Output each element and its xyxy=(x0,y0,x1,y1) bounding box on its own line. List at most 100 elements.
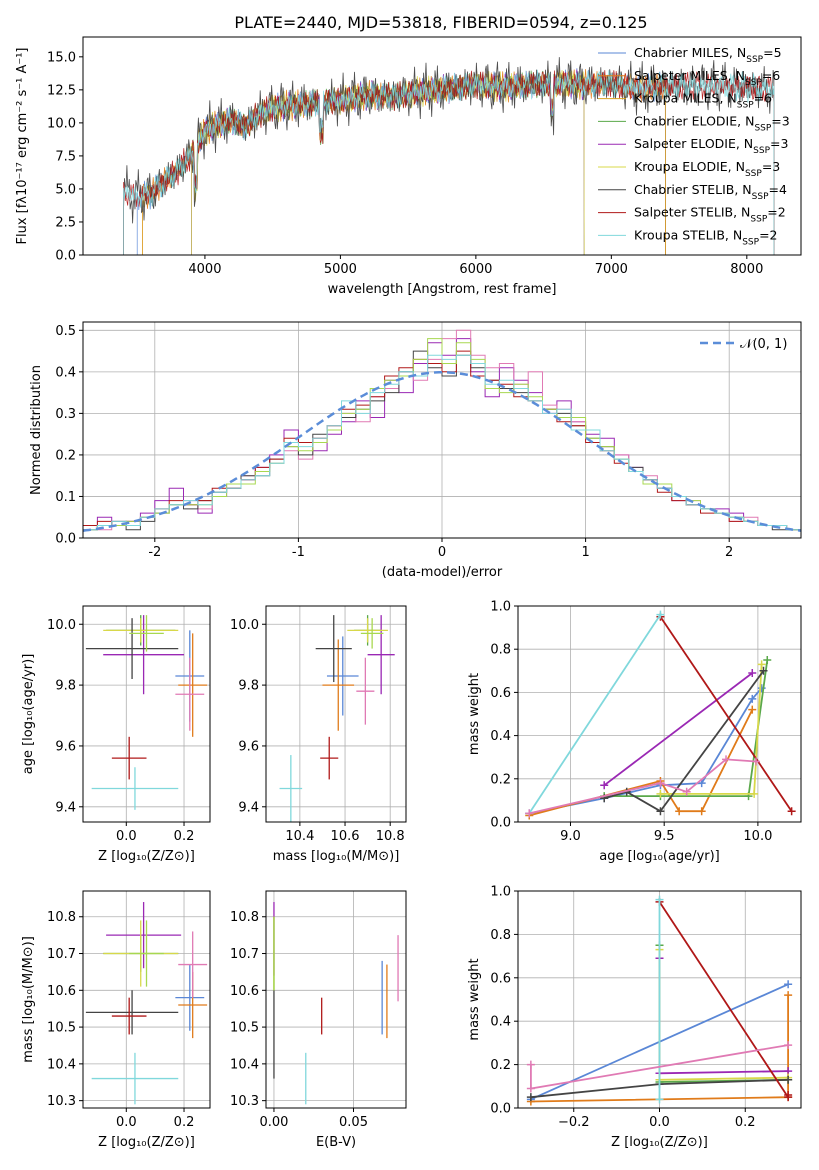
weight-point-marker xyxy=(526,1093,535,1102)
legend-entry: Chabrier STELIB, NSSP=4 xyxy=(634,182,787,202)
legend-subscript: SSP xyxy=(750,215,767,225)
legend-suffix: =6 xyxy=(754,91,772,106)
x-axis-label: (data-model)/error xyxy=(382,565,503,580)
x-tick-label: 1 xyxy=(581,545,589,560)
weight-point-marker xyxy=(656,779,665,788)
weight-point-marker xyxy=(600,781,609,790)
x-axis-label: mass [log₁₀(M/M⊙)] xyxy=(273,849,400,864)
y-tick-label: 1.0 xyxy=(490,600,511,615)
weight-point-marker xyxy=(784,1075,793,1084)
y-tick-label: 0.2 xyxy=(490,1058,511,1073)
y-tick-label: 10.8 xyxy=(47,910,76,925)
weight-series-line xyxy=(528,614,662,814)
y-tick-label: 10.5 xyxy=(47,1021,76,1036)
y-tick-label: 0.8 xyxy=(490,928,511,943)
y-tick-label: 10.4 xyxy=(230,1057,259,1072)
y-tick-label: 5.0 xyxy=(55,182,76,197)
weight-point-marker xyxy=(655,895,664,904)
mass_vs_Z-decor: 0.0 0.2 10.3 10.4 10.5 10.6 10.7 10.8 Z [log₁₀(Z… xyxy=(21,890,211,1150)
legend-subscript: SSP xyxy=(737,101,754,111)
y-tick-label: 10.7 xyxy=(230,947,259,962)
histogram-step xyxy=(83,354,801,538)
weight-point-marker xyxy=(787,807,796,816)
y-axis-label: age [log₁₀(age/yr)] xyxy=(21,654,36,775)
weight-point-marker xyxy=(655,1095,664,1104)
weight-point-marker xyxy=(757,660,766,669)
x-tick-label: 4000 xyxy=(188,262,221,277)
weight-point-marker xyxy=(752,757,761,766)
y-tick-label: 10.0 xyxy=(47,116,76,131)
weight_vs_age-decor: 9.0 9.5 10.0 0.0 0.2 0.4 0.6 0.8 1.0 age [log₁₀(a… xyxy=(467,600,802,864)
weight-series-line xyxy=(658,949,789,1081)
x-tick-label: 0.0 xyxy=(116,829,137,844)
y-tick-label: 0.0 xyxy=(490,1102,511,1117)
legend-entry: Salpeter ELODIE, NSSP=3 xyxy=(634,136,788,156)
age_vs_mass-decor: 10.4 10.6 10.8 9.4 9.6 9.8 10.0 mass [log₁₀(M/M… xyxy=(230,605,407,864)
y-tick-label: 9.8 xyxy=(238,679,259,694)
weight-series-line xyxy=(603,670,765,813)
weight-series-line xyxy=(660,664,763,795)
y-tick-label: 0.4 xyxy=(490,1015,511,1030)
x-tick-label: 0.2 xyxy=(174,829,195,844)
plot-frame xyxy=(517,605,802,823)
y-axis-label: Flux [fλ10⁻¹⁷ erg cm⁻² s⁻¹ A⁻¹] xyxy=(15,48,30,245)
plot-frame xyxy=(82,36,802,256)
y-axis-label: Normed distribution xyxy=(29,365,44,495)
x-tick-label: −0.2 xyxy=(558,1115,590,1130)
weight-point-marker xyxy=(656,807,665,816)
mass_vs_EBV-errorbars xyxy=(273,902,399,1105)
x-tick-label: 10.4 xyxy=(285,829,314,844)
x-axis-label: wavelength [Angstrom, rest frame] xyxy=(328,282,557,297)
weight-point-marker xyxy=(656,610,665,619)
y-tick-label: 7.5 xyxy=(55,149,76,164)
x-axis-label: Z [log₁₀(Z/Z⊙)] xyxy=(611,1135,708,1150)
y-tick-label: 9.6 xyxy=(238,739,259,754)
legend-entry: Salpeter MILES, NSSP=6 xyxy=(634,68,780,88)
x-tick-label: 7000 xyxy=(595,262,628,277)
legend-suffix: =3 xyxy=(771,113,789,128)
x-axis-label: age [log₁₀(age/yr)] xyxy=(599,849,720,864)
weight-point-marker xyxy=(675,807,684,816)
x-tick-label: 0 xyxy=(438,545,446,560)
x-axis-label: E(B-V) xyxy=(316,1135,356,1150)
y-tick-label: 0.8 xyxy=(490,643,511,658)
age_vs_mass-errorbars xyxy=(279,615,395,822)
x-tick-label: 0.0 xyxy=(116,1115,137,1130)
x-tick-label: -2 xyxy=(148,545,161,560)
x-tick-label: 0.05 xyxy=(339,1115,368,1130)
mass_vs_Z-errorbars xyxy=(85,902,208,1105)
weight-point-marker xyxy=(697,807,706,816)
y-tick-label: 10.6 xyxy=(47,984,76,999)
y-tick-label: 10.3 xyxy=(230,1094,259,1109)
x-tick-label: 6000 xyxy=(459,262,492,277)
y-tick-label: 15.0 xyxy=(47,50,76,65)
x-tick-label: 0.0 xyxy=(649,1115,670,1130)
weight-point-marker xyxy=(784,1090,793,1099)
weight-point-marker xyxy=(656,789,665,798)
x-axis-label: Z [log₁₀(Z/Z⊙)] xyxy=(98,1135,195,1150)
x-tick-label: -1 xyxy=(292,545,305,560)
legend-subscript: SSP xyxy=(753,146,770,156)
y-tick-label: 10.5 xyxy=(230,1021,259,1036)
y-axis-label: mass weight xyxy=(467,673,482,755)
legend-subscript: SSP xyxy=(746,55,763,65)
weight_vs_age-lines xyxy=(525,610,796,820)
legend-subscript: SSP xyxy=(745,78,762,88)
y-tick-label: 0.2 xyxy=(490,772,511,787)
y-tick-label: 10.3 xyxy=(47,1094,76,1109)
weight-series-line xyxy=(528,758,757,815)
legend-entry: Chabrier ELODIE, NSSP=3 xyxy=(634,113,790,133)
legend-entry: 𝒩(0, 1) xyxy=(740,337,787,352)
y-axis-label: mass weight xyxy=(467,958,482,1040)
legend-entry: Kroupa ELODIE, NSSP=3 xyxy=(634,159,780,179)
histogram-series xyxy=(83,329,801,538)
age_vs_mass-axes xyxy=(266,606,406,822)
weight-point-marker xyxy=(759,666,768,675)
weight-point-marker xyxy=(526,1060,535,1069)
y-tick-label: 0.6 xyxy=(490,686,511,701)
legend-suffix: =2 xyxy=(767,205,785,220)
weight-point-marker xyxy=(784,980,793,989)
legend-subscript: SSP xyxy=(754,123,771,133)
x-tick-label: 0.2 xyxy=(735,1115,756,1130)
